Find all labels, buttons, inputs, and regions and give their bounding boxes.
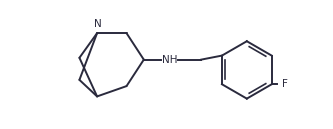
Text: N: N (94, 19, 102, 29)
Text: NH: NH (162, 55, 177, 65)
Text: F: F (282, 79, 288, 89)
